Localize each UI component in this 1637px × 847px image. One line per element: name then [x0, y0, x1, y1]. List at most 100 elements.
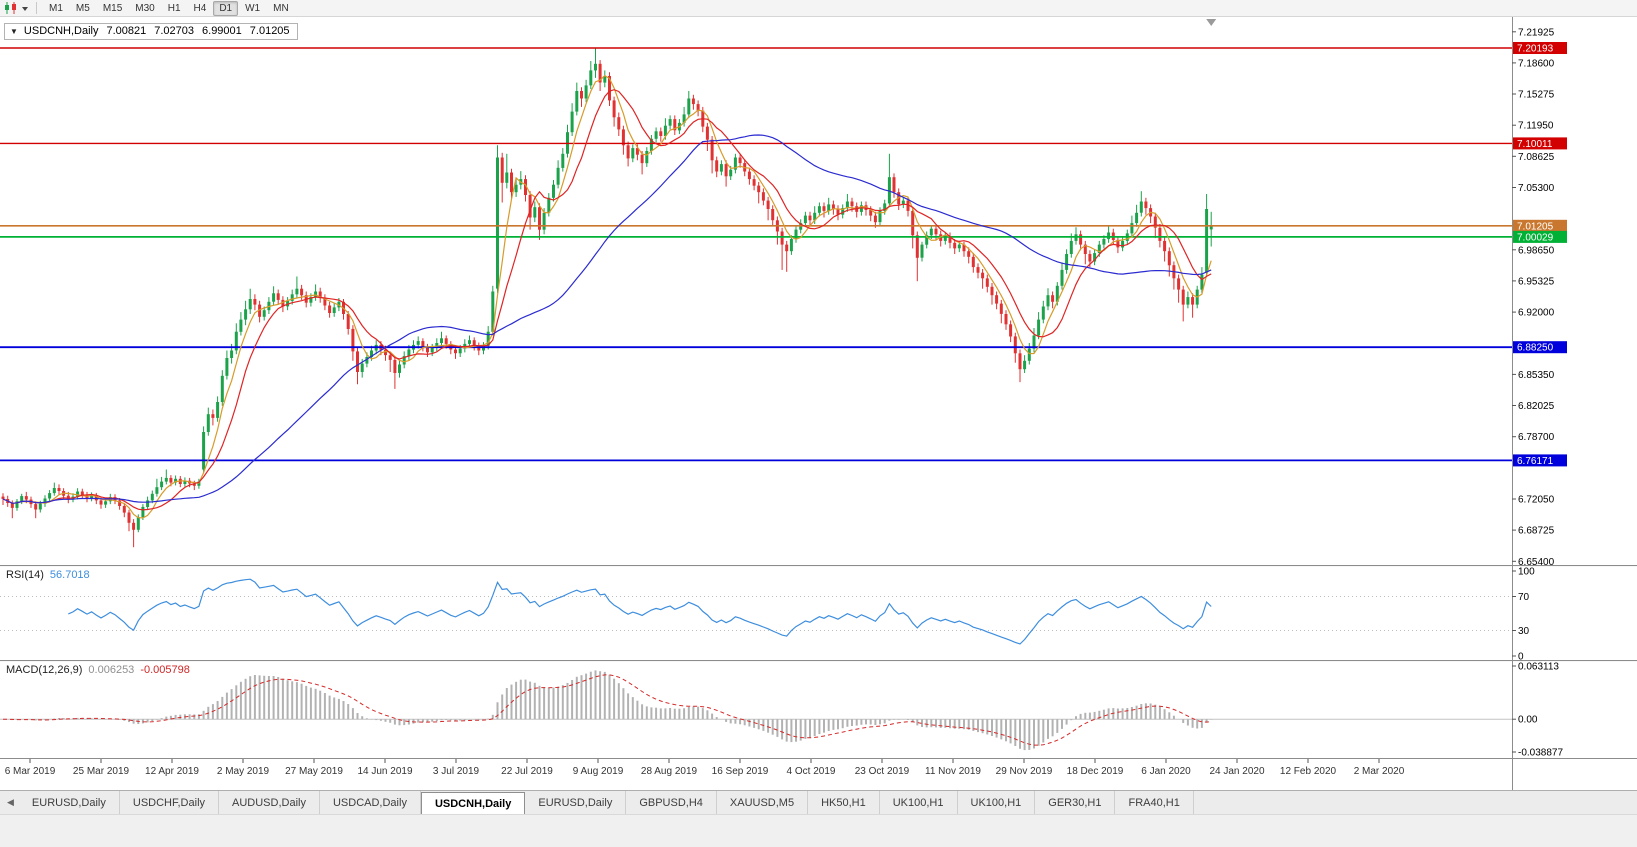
- timeframe-button-d1[interactable]: D1: [213, 0, 239, 16]
- svg-text:6.65400: 6.65400: [1518, 557, 1555, 568]
- macd-label: MACD(12,26,9): [6, 664, 83, 676]
- svg-text:0: 0: [1518, 652, 1524, 663]
- svg-text:7.11950: 7.11950: [1518, 121, 1554, 132]
- chart-tab-ger30-h1-11[interactable]: GER30,H1: [1035, 791, 1116, 814]
- svg-text:25 Mar 2019: 25 Mar 2019: [73, 766, 130, 777]
- ohlc-close: 7.01205: [249, 25, 290, 37]
- svg-text:6 Mar 2019: 6 Mar 2019: [5, 766, 56, 777]
- svg-text:9 Aug 2019: 9 Aug 2019: [573, 766, 624, 777]
- timeframe-button-m30[interactable]: M30: [135, 2, 155, 14]
- svg-text:12 Apr 2019: 12 Apr 2019: [145, 766, 199, 777]
- chart-tabs-bar: ◀ EURUSD,Daily USDCHF,Daily AUDUSD,Daily US…: [0, 790, 1637, 814]
- price-badge-6.76171[interactable]: 6.76171: [1513, 454, 1567, 467]
- rsi-value: 56.7018: [49, 569, 90, 581]
- macd-signal-value: -0.005798: [140, 664, 190, 676]
- chart-tab-eurusd-daily-5[interactable]: EURUSD,Daily: [525, 791, 627, 814]
- ma-line-fast[interactable]: [2, 74, 1212, 519]
- timeframe-button-mn[interactable]: MN: [273, 2, 289, 14]
- status-bar: [0, 814, 1637, 847]
- chart-background[interactable]: [0, 17, 1637, 790]
- svg-text:0.00: 0.00: [1518, 715, 1538, 726]
- timeframe-button-h1[interactable]: H1: [167, 2, 181, 14]
- svg-text:7.18600: 7.18600: [1518, 58, 1555, 69]
- svg-text:6.92000: 6.92000: [1518, 308, 1555, 319]
- rsi-line: [68, 578, 1212, 645]
- svg-text:29 Nov 2019: 29 Nov 2019: [996, 766, 1053, 777]
- rsi-panel-header: RSI(14) 56.7018: [6, 569, 90, 581]
- price-badge-7.10011[interactable]: 7.10011: [1513, 137, 1567, 150]
- chart-canvas[interactable]: 7.21925 7.18600 7.15275 7.11950 7.08625 7.053…: [0, 17, 1637, 795]
- chart-title-box[interactable]: ▼ USDCNH,Daily 7.00821 7.02703 6.99001 7…: [4, 23, 298, 40]
- tabs-scroll-left-icon[interactable]: ◀: [7, 797, 14, 807]
- caret-down-icon[interactable]: [21, 4, 29, 12]
- svg-text:7.05300: 7.05300: [1518, 183, 1555, 194]
- macd-main-value: 0.006253: [88, 664, 135, 676]
- chart-type-icon[interactable]: [4, 2, 19, 14]
- chart-tab-eurusd-daily-0[interactable]: EURUSD,Daily: [19, 791, 120, 814]
- price-badge-7.20193[interactable]: 7.20193: [1513, 42, 1567, 55]
- svg-text:11 Nov 2019: 11 Nov 2019: [925, 766, 981, 777]
- chart-symbol-label: USDCNH,Daily: [23, 25, 99, 37]
- svg-text:18 Dec 2019: 18 Dec 2019: [1067, 766, 1124, 777]
- chart-tab-xauusd-m5-7[interactable]: XAUUSD,M5: [717, 791, 809, 814]
- svg-text:6.95325: 6.95325: [1518, 276, 1555, 287]
- timeframe-button-w1[interactable]: W1: [245, 2, 261, 14]
- svg-text:0.063113: 0.063113: [1518, 662, 1559, 673]
- time-scale[interactable]: 6 Mar 2019 25 Mar 2019 12 Apr 2019 2 May 20…: [5, 759, 1405, 777]
- price-badge-7.01205[interactable]: 7.01205: [1513, 219, 1567, 233]
- chart-tab-usdcnh-daily-4[interactable]: USDCNH,Daily: [420, 792, 526, 814]
- svg-text:-0.038877: -0.038877: [1518, 748, 1563, 759]
- ma-line-mid[interactable]: [2, 89, 1212, 511]
- timeframe-button-m1[interactable]: M1: [49, 2, 63, 14]
- chart-tab-usdchf-daily-1[interactable]: USDCHF,Daily: [120, 791, 220, 814]
- svg-text:23 Oct 2019: 23 Oct 2019: [855, 766, 910, 777]
- svg-text:7.00029: 7.00029: [1517, 232, 1554, 243]
- svg-text:12 Feb 2020: 12 Feb 2020: [1280, 766, 1337, 777]
- svg-text:6.88250: 6.88250: [1517, 343, 1554, 354]
- chevron-down-icon[interactable]: ▼: [10, 26, 18, 36]
- svg-text:6.82025: 6.82025: [1518, 401, 1555, 412]
- rsi-label: RSI(14): [6, 569, 44, 581]
- timeframe-button-h4[interactable]: H4: [193, 2, 207, 14]
- chart-tab-audusd-daily-2[interactable]: AUDUSD,Daily: [219, 791, 320, 814]
- chart-tab-uk100-h1-9[interactable]: UK100,H1: [880, 791, 958, 814]
- svg-text:28 Aug 2019: 28 Aug 2019: [641, 766, 698, 777]
- macd-panel-header: MACD(12,26,9) 0.006253 -0.005798: [6, 664, 190, 676]
- macd-scale[interactable]: 0.063113 0.00 -0.038877: [1512, 662, 1563, 759]
- chart-tab-hk50-h1-8[interactable]: HK50,H1: [808, 791, 880, 814]
- timeframe-button-m15[interactable]: M15: [102, 2, 123, 14]
- svg-text:2 May 2019: 2 May 2019: [217, 766, 270, 777]
- price-badge-7.00029[interactable]: 7.00029: [1513, 230, 1567, 244]
- svg-text:30: 30: [1518, 626, 1530, 637]
- svg-text:7.20193: 7.20193: [1517, 44, 1554, 55]
- svg-text:27 May 2019: 27 May 2019: [285, 766, 343, 777]
- svg-text:3 Jul 2019: 3 Jul 2019: [433, 766, 480, 777]
- svg-text:7.01205: 7.01205: [1517, 221, 1554, 232]
- ohlc-high: 7.02703: [154, 25, 195, 37]
- chart-tab-fra40-h1-12[interactable]: FRA40,H1: [1115, 791, 1194, 814]
- chart-shift-marker[interactable]: [1206, 19, 1217, 26]
- macd-signal-line: [2, 674, 1212, 746]
- chart-tab-usdcad-daily-3[interactable]: USDCAD,Daily: [320, 791, 421, 814]
- rsi-scale[interactable]: 100 70 30 0: [1512, 567, 1535, 663]
- timeframe-toolbar: M1 M5 M15 M30 H1 H4 D1 W1 MN: [0, 0, 1637, 17]
- chart-window[interactable]: 7.21925 7.18600 7.15275 7.11950 7.08625 7.053…: [0, 17, 1637, 790]
- svg-text:2 Mar 2020: 2 Mar 2020: [1354, 766, 1405, 777]
- chart-svg[interactable]: 7.21925 7.18600 7.15275 7.11950 7.08625 7.053…: [0, 17, 1637, 790]
- ohlc-open: 7.00821: [106, 25, 147, 37]
- chart-tab-uk100-h1-10[interactable]: UK100,H1: [958, 791, 1036, 814]
- svg-text:6.76171: 6.76171: [1517, 456, 1554, 467]
- timeframe-button-m5[interactable]: M5: [75, 2, 90, 14]
- chart-tab-gbpusd-h4-6[interactable]: GBPUSD,H4: [626, 791, 717, 814]
- svg-text:7.08625: 7.08625: [1518, 152, 1555, 163]
- svg-text:22 Jul 2019: 22 Jul 2019: [501, 766, 553, 777]
- price-scale[interactable]: 7.21925 7.18600 7.15275 7.11950 7.08625 7.053…: [1512, 27, 1567, 568]
- svg-text:7.15275: 7.15275: [1518, 90, 1555, 101]
- svg-text:7.21925: 7.21925: [1518, 27, 1555, 38]
- price-badge-6.88250[interactable]: 6.88250: [1513, 341, 1567, 354]
- svg-text:6.85350: 6.85350: [1518, 370, 1555, 381]
- ohlc-low: 6.99001: [202, 25, 242, 37]
- ma-line-slow[interactable]: [2, 134, 1212, 504]
- svg-text:6.68725: 6.68725: [1518, 526, 1555, 537]
- svg-text:6.98650: 6.98650: [1518, 245, 1555, 256]
